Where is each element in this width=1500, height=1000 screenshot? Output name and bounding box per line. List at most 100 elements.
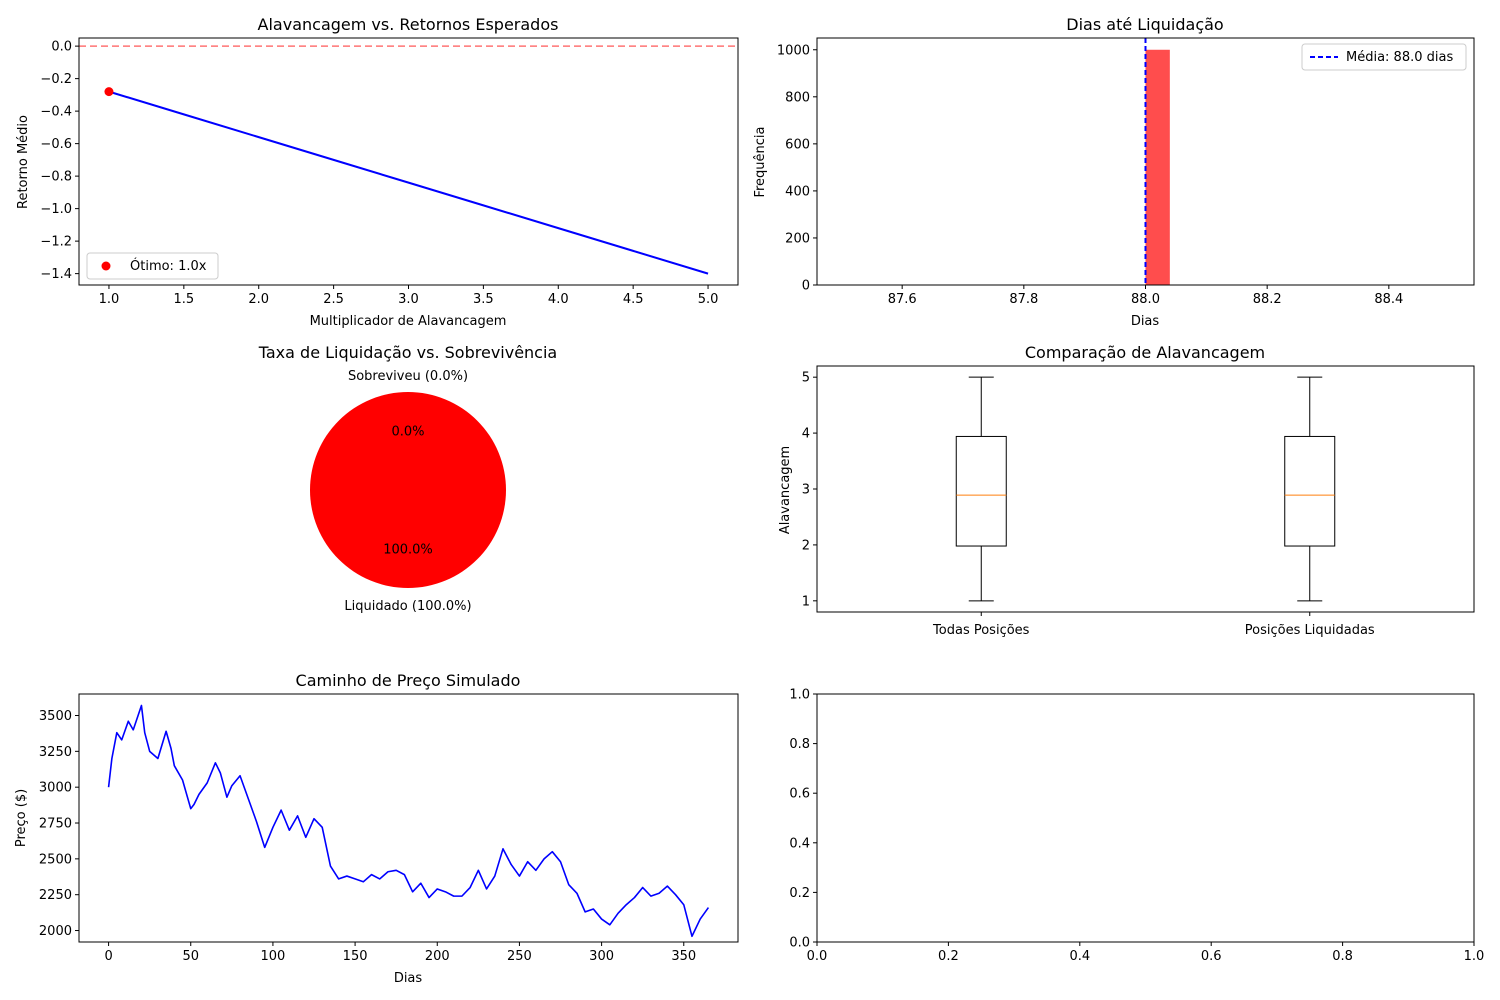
- x-tick-label: 350: [671, 949, 696, 964]
- y-tick-label: 1000: [777, 43, 810, 58]
- x-tick-label: 100: [261, 949, 286, 964]
- y-tick-label: 2250: [39, 888, 72, 903]
- x-tick-label: 0: [104, 949, 112, 964]
- x-tick-label: Todas Posições: [932, 623, 1030, 638]
- pie-percent-label: 0.0%: [391, 425, 424, 440]
- plot-frame: [78, 693, 739, 943]
- y-axis-label: Preço ($): [14, 789, 29, 847]
- chart-title: Comparação de Alavancagem: [1025, 343, 1265, 362]
- y-tick-label: 2000: [39, 924, 72, 939]
- y-tick-label: 1: [802, 594, 810, 609]
- x-tick-label: 300: [589, 949, 614, 964]
- y-tick-label: 3250: [39, 745, 72, 760]
- x-tick-label: 3.5: [473, 292, 494, 307]
- x-tick-label: 0.4: [1069, 949, 1090, 964]
- x-tick-label: 0.0: [807, 949, 828, 964]
- x-tick-label: 250: [507, 949, 532, 964]
- y-axis-label: Frequência: [753, 126, 768, 197]
- y-tick-label: 3: [802, 483, 810, 498]
- box: [1284, 435, 1336, 547]
- x-tick-label: 4.5: [623, 292, 644, 307]
- x-tick-label: 0.8: [1332, 949, 1353, 964]
- x-tick-label: 5.0: [698, 292, 719, 307]
- x-tick-label: 200: [425, 949, 450, 964]
- y-tick-label: 0.0: [789, 936, 810, 951]
- chart-title: Caminho de Preço Simulado: [296, 671, 521, 690]
- leverage-boxplot: Comparação de Alavancagem Alavancagem To…: [778, 343, 1475, 638]
- y-tick-label: −1.2: [40, 235, 72, 250]
- y-tick-label: 800: [785, 90, 810, 105]
- plot-frame: [816, 37, 1475, 286]
- legend-entry: Ótimo: 1.0x: [130, 258, 207, 274]
- pie-slice-label: Liquidado (100.0%): [344, 599, 471, 614]
- x-tick-label: 1.0: [99, 292, 120, 307]
- x-tick-label: 88.4: [1374, 292, 1403, 307]
- chart-title: Dias até Liquidação: [1066, 15, 1223, 34]
- y-tick-label: 600: [785, 137, 810, 152]
- y-tick-label: 400: [785, 184, 810, 199]
- y-tick-label: 4: [802, 427, 810, 442]
- empty-chart: 0.0 0.2 0.4 0.6 0.8 1.0 0.0 0.2 0.4 0.6 0.8 1.0: [789, 688, 1484, 965]
- x-tick-label: 88.0: [1131, 292, 1160, 307]
- plot-frame: [816, 693, 1475, 943]
- y-tick-label: −0.2: [40, 72, 72, 87]
- y-tick-label: 0.6: [789, 787, 810, 802]
- y-tick-label: 3000: [39, 781, 72, 796]
- y-tick-label: 0: [802, 279, 810, 294]
- legend-box: [1301, 43, 1467, 71]
- plot-frame: [816, 365, 1475, 613]
- y-tick-label: 2750: [39, 817, 72, 832]
- legend-entry: Média: 88.0 dias: [1346, 50, 1453, 65]
- legend: Ótimo: 1.0x: [86, 252, 219, 280]
- y-tick-label: −1.4: [40, 267, 72, 282]
- x-tick-label: 87.8: [1009, 292, 1038, 307]
- optimal-marker: [104, 87, 114, 97]
- y-tick-label: 0.8: [789, 737, 810, 752]
- y-tick-label: 5: [802, 371, 810, 386]
- pie-percent-label: 100.0%: [383, 542, 433, 557]
- plot-frame: [78, 37, 739, 286]
- y-tick-label: 3500: [39, 709, 72, 724]
- y-axis-label: Retorno Médio: [16, 115, 31, 209]
- x-tick-label: 4.0: [548, 292, 569, 307]
- chart-title: Alavancagem vs. Retornos Esperados: [258, 15, 559, 34]
- y-tick-label: 0.4: [789, 836, 810, 851]
- y-tick-label: −1.0: [40, 202, 72, 217]
- histogram-bar: [1145, 49, 1170, 286]
- legend-box: [86, 252, 219, 280]
- pie-slice-label: Sobreviveu (0.0%): [348, 369, 468, 384]
- x-tick-label: 87.6: [888, 292, 917, 307]
- price-path-chart: Caminho de Preço Simulado Dias Preço ($)…: [14, 671, 739, 986]
- x-axis-label: Dias: [394, 971, 423, 986]
- legend-marker: [101, 261, 111, 271]
- pie-slice: [310, 392, 506, 588]
- y-tick-label: −0.4: [40, 105, 72, 120]
- chart-title: Taxa de Liquidação vs. Sobrevivência: [258, 343, 557, 362]
- x-tick-label: 50: [182, 949, 199, 964]
- leverage-returns-chart: Alavancagem vs. Retornos Esperados Multi…: [16, 15, 739, 329]
- liquidation-days-histogram: Dias até Liquidação Dias Frequência 87.6…: [753, 15, 1475, 329]
- y-tick-label: −0.6: [40, 137, 72, 152]
- y-tick-label: 0.0: [51, 40, 72, 55]
- x-tick-label: 0.6: [1201, 949, 1222, 964]
- y-axis-label: Alavancagem: [778, 446, 793, 534]
- box: [955, 435, 1007, 547]
- x-tick-label: 2.0: [248, 292, 269, 307]
- x-tick-label: 88.2: [1253, 292, 1282, 307]
- y-tick-label: −0.8: [40, 170, 72, 185]
- x-tick-label: 3.0: [398, 292, 419, 307]
- series-line: [108, 90, 709, 275]
- y-tick-label: 2500: [39, 852, 72, 867]
- x-axis-label: Dias: [1131, 314, 1160, 329]
- y-tick-label: 1.0: [789, 688, 810, 703]
- y-tick-label: 200: [785, 231, 810, 246]
- x-tick-label: 0.2: [938, 949, 959, 964]
- x-tick-label: 1.5: [173, 292, 194, 307]
- x-tick-label: 2.5: [323, 292, 344, 307]
- y-tick-label: 2: [802, 538, 810, 553]
- legend: Média: 88.0 dias: [1301, 43, 1467, 71]
- x-tick-label: 150: [343, 949, 368, 964]
- liquidation-pie-chart: Taxa de Liquidação vs. Sobrevivência Liq…: [258, 343, 557, 614]
- price-line: [107, 704, 710, 938]
